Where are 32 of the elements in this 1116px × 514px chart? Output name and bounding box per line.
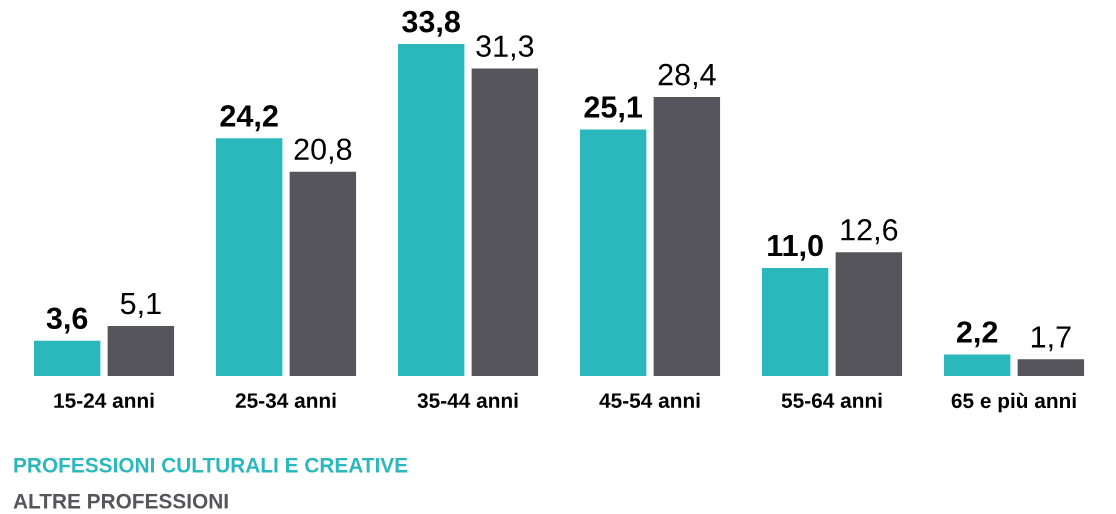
x-tick-label: 65 e più anni: [951, 392, 1076, 413]
x-tick-label: 35-44 anni: [417, 392, 518, 408]
data-label: 33,8: [402, 10, 460, 37]
data-label: 3,6: [46, 307, 88, 334]
data-label: 31,3: [476, 35, 534, 61]
bar: [761, 267, 829, 376]
x-tick-label: 25-34 anni: [235, 392, 336, 408]
bar: [653, 97, 721, 376]
bar: [471, 68, 539, 376]
bar: [397, 44, 465, 376]
bar: [579, 129, 647, 376]
bar: [835, 252, 903, 376]
bar: [1017, 359, 1085, 376]
data-label: 20,8: [294, 138, 352, 164]
bar: [107, 325, 175, 376]
bar: [943, 354, 1011, 376]
data-label: 28,4: [658, 63, 716, 90]
x-tick-label: 55-64 anni: [781, 392, 882, 408]
data-label: 24,2: [220, 105, 278, 132]
text: PROFESSIONI CULTURALI E CREATIVE: [14, 457, 408, 473]
x-tick-label: 15-24 anni: [54, 392, 154, 408]
data-label: 5,1: [120, 292, 161, 318]
text: ALTRE PROFESSIONI: [13, 493, 228, 509]
bar: [33, 340, 101, 376]
bar: [289, 171, 357, 376]
data-label: 11,0: [768, 234, 823, 261]
data-label: 1,7: [1031, 326, 1071, 352]
data-label: 2,2: [956, 321, 998, 348]
bar: [215, 138, 283, 376]
data-label: 25,1: [584, 96, 643, 123]
x-tick-label: 45-54 anni: [599, 392, 700, 408]
data-label: 12,6: [841, 219, 898, 245]
